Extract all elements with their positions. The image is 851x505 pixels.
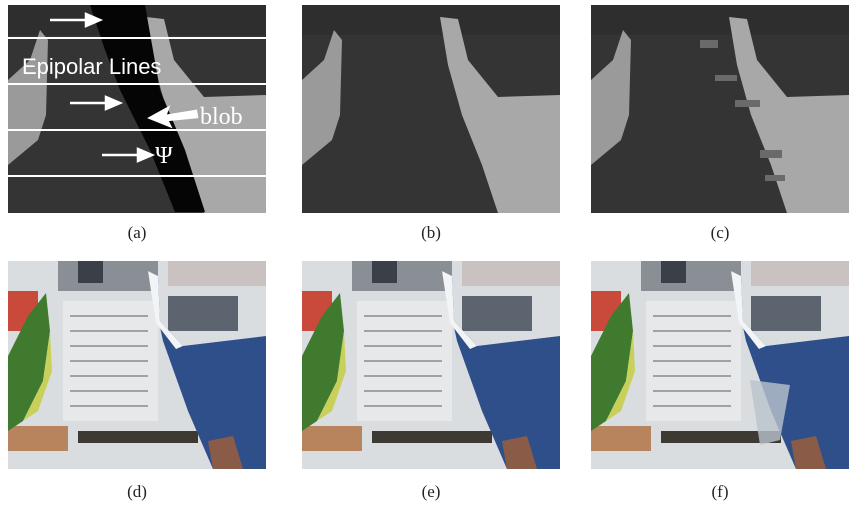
panel-label: (f) (712, 482, 729, 501)
panel-label: (e) (422, 482, 441, 501)
panel-label: (b) (421, 223, 441, 242)
panel-c (591, 5, 849, 213)
annotation: Epipolar Lines (22, 54, 161, 79)
panel-d (8, 261, 266, 469)
panel-a: Epipolar Lines blob Ψ (8, 5, 266, 213)
panel-label: (c) (711, 223, 730, 242)
panel-b (302, 5, 560, 213)
panel-label: (a) (128, 223, 147, 242)
panel-e (302, 261, 560, 469)
panel-f (591, 261, 849, 469)
figure: Epipolar Lines blob Ψ (a) (b) (c) (d) (e… (0, 0, 851, 505)
annotation: blob (200, 104, 243, 130)
annotation: Ψ (155, 143, 173, 169)
panel-label: (d) (127, 482, 147, 501)
